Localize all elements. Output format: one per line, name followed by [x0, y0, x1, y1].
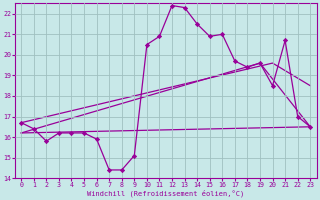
X-axis label: Windchill (Refroidissement éolien,°C): Windchill (Refroidissement éolien,°C) [87, 189, 244, 197]
